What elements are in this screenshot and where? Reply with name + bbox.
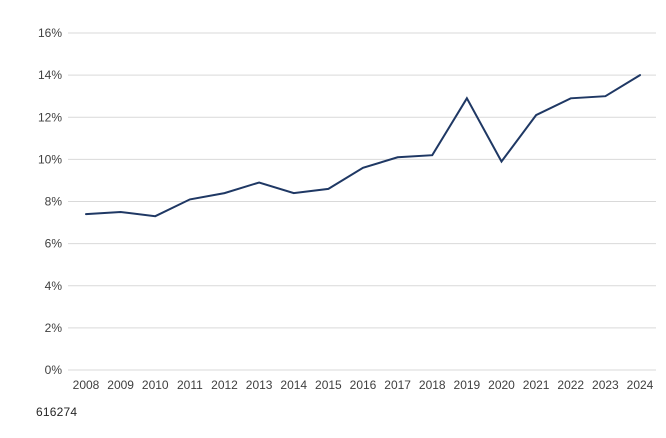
- x-tick-label: 2011: [177, 378, 203, 392]
- x-tick-label: 2010: [142, 378, 169, 392]
- x-tick-label: 2017: [384, 378, 411, 392]
- y-tick-label: 0%: [45, 363, 63, 377]
- y-tick-label: 2%: [45, 321, 63, 335]
- x-tick-label: 2008: [73, 378, 100, 392]
- y-tick-label: 6%: [45, 237, 63, 251]
- y-tick-label: 4%: [45, 279, 63, 293]
- y-tick-label: 16%: [38, 26, 62, 40]
- x-tick-label: 2016: [350, 378, 377, 392]
- x-tick-label: 2014: [280, 378, 307, 392]
- data-line-series: [85, 74, 641, 218]
- x-tick-label: 2024: [627, 378, 654, 392]
- y-tick-label: 12%: [38, 110, 62, 124]
- figure-id-note: 616274: [36, 405, 78, 419]
- y-tick-label: 14%: [38, 68, 62, 82]
- x-tick-label: 2019: [454, 378, 481, 392]
- x-tick-label: 2012: [211, 378, 238, 392]
- x-tick-label: 2020: [488, 378, 515, 392]
- y-tick-label: 8%: [45, 195, 63, 209]
- x-tick-label: 2022: [557, 378, 584, 392]
- x-tick-label: 2015: [315, 378, 342, 392]
- x-tick-label: 2009: [107, 378, 134, 392]
- x-tick-label: 2018: [419, 378, 446, 392]
- x-tick-label: 2021: [523, 378, 550, 392]
- x-tick-label: 2013: [246, 378, 273, 392]
- x-tick-label: 2023: [592, 378, 619, 392]
- y-tick-label: 10%: [38, 152, 62, 166]
